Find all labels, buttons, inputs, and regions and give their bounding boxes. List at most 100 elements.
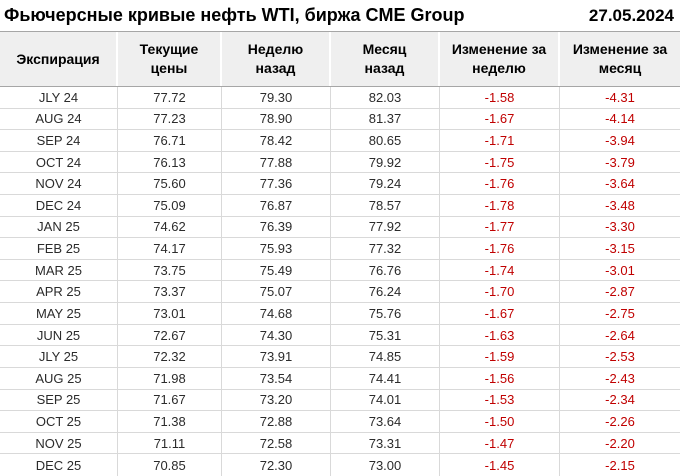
cell-expiration: NOV 25	[0, 432, 118, 454]
cell-week-ago: 79.30	[222, 87, 331, 108]
cell-week-change: -1.75	[440, 151, 560, 173]
cell-week-change: -1.76	[440, 238, 560, 259]
cell-week-change: -1.45	[440, 454, 560, 476]
cell-month-change: -2.75	[605, 305, 635, 321]
cell-current-price: 77.72	[118, 87, 222, 108]
cell-month-ago: 79.92	[331, 151, 440, 173]
cell-current-price: 71.67	[118, 389, 222, 411]
cell-expiration: APR 25	[0, 281, 118, 303]
table-header-row: Экспирация Текущие цены Неделю назад Мес…	[0, 31, 680, 87]
table-row: AUG 25 71.98 73.54 74.41 -1.56 -2.43	[0, 367, 680, 390]
cell-current-price: 76.71	[118, 130, 222, 151]
cell-week-change: -1.58	[440, 87, 560, 108]
cell-week-change: -1.74	[440, 259, 560, 281]
cell-month-change: -3.79	[605, 154, 635, 170]
table-body: JLY 24 77.72 79.30 82.03 -1.58 -4.31 AUG…	[0, 87, 680, 476]
cell-week-change: -1.70	[440, 281, 560, 303]
cell-expiration: SEP 24	[0, 130, 118, 151]
cell-expiration: JAN 25	[0, 216, 118, 238]
cell-current-price: 73.01	[118, 303, 222, 324]
cell-expiration: JLY 25	[0, 346, 118, 367]
cell-current-price: 70.85	[118, 454, 222, 476]
cell-current-price: 72.67	[118, 324, 222, 346]
table-row: OCT 24 76.13 77.88 79.92 -1.75 -3.79	[0, 151, 680, 174]
cell-week-change: -1.67	[440, 108, 560, 130]
page-title: Фьючерсные кривые нефть WTI, биржа CME G…	[4, 5, 465, 25]
cell-month-ago: 74.41	[331, 367, 440, 389]
table-row: JLY 24 77.72 79.30 82.03 -1.58 -4.31	[0, 87, 680, 109]
cell-month-change: -2.15	[605, 457, 635, 473]
table-row: MAY 25 73.01 74.68 75.76 -1.67 -2.75	[0, 303, 680, 325]
cell-month-ago: 77.92	[331, 216, 440, 238]
cell-month-change: -4.14	[605, 111, 635, 127]
table-row: NOV 25 71.11 72.58 73.31 -1.47 -2.20	[0, 432, 680, 455]
cell-week-ago: 77.36	[222, 173, 331, 195]
cell-week-ago: 72.88	[222, 411, 331, 432]
cell-week-change: -1.63	[440, 324, 560, 346]
cell-month-ago: 79.24	[331, 173, 440, 195]
cell-current-price: 76.13	[118, 151, 222, 173]
cell-current-price: 72.32	[118, 346, 222, 367]
table-row: JAN 25 74.62 76.39 77.92 -1.77 -3.30	[0, 216, 680, 239]
cell-expiration: MAR 25	[0, 259, 118, 281]
cell-week-ago: 75.93	[222, 238, 331, 259]
cell-week-change: -1.67	[440, 303, 560, 324]
table-row: NOV 24 75.60 77.36 79.24 -1.76 -3.64	[0, 173, 680, 196]
cell-expiration: DEC 24	[0, 195, 118, 216]
cell-week-ago: 72.58	[222, 432, 331, 454]
report-date: 27.05.2024	[588, 5, 674, 25]
cell-month-ago: 76.76	[331, 259, 440, 281]
header-cell-current-price: Текущие цены	[118, 32, 222, 86]
cell-expiration: SEP 25	[0, 389, 118, 411]
cell-current-price: 71.11	[118, 432, 222, 454]
cell-week-change: -1.59	[440, 346, 560, 367]
cell-current-price: 71.38	[118, 411, 222, 432]
cell-month-ago: 73.00	[331, 454, 440, 476]
cell-week-ago: 76.87	[222, 195, 331, 216]
header-cell-week-change: Изменение за неделю	[440, 32, 560, 86]
cell-week-change: -1.71	[440, 130, 560, 151]
cell-month-ago: 82.03	[331, 87, 440, 108]
cell-month-change: -2.20	[605, 435, 635, 451]
cell-week-ago: 73.54	[222, 367, 331, 389]
cell-week-ago: 72.30	[222, 454, 331, 476]
table-row: AUG 24 77.23 78.90 81.37 -1.67 -4.14	[0, 108, 680, 131]
cell-current-price: 75.60	[118, 173, 222, 195]
cell-month-ago: 81.37	[331, 108, 440, 130]
table-row: OCT 25 71.38 72.88 73.64 -1.50 -2.26	[0, 411, 680, 433]
cell-month-change: -2.34	[605, 392, 635, 408]
cell-week-ago: 75.49	[222, 259, 331, 281]
cell-month-change: -4.31	[605, 89, 635, 105]
cell-week-change: -1.47	[440, 432, 560, 454]
cell-month-ago: 74.01	[331, 389, 440, 411]
table-row: FEB 25 74.17 75.93 77.32 -1.76 -3.15	[0, 238, 680, 260]
cell-expiration: FEB 25	[0, 238, 118, 259]
cell-month-change: -3.01	[605, 262, 635, 278]
cell-month-change: -2.26	[605, 413, 635, 429]
header-cell-week-ago: Неделю назад	[222, 32, 331, 86]
cell-expiration: DEC 25	[0, 454, 118, 476]
header-cell-expiration: Экспирация	[0, 32, 118, 86]
cell-month-ago: 74.85	[331, 346, 440, 367]
cell-week-change: -1.77	[440, 216, 560, 238]
cell-week-ago: 74.68	[222, 303, 331, 324]
cell-month-change: -2.87	[605, 284, 635, 300]
header-cell-month-ago: Месяц назад	[331, 32, 440, 86]
cell-expiration: JUN 25	[0, 324, 118, 346]
table-row: DEC 24 75.09 76.87 78.57 -1.78 -3.48	[0, 195, 680, 217]
cell-month-ago: 77.32	[331, 238, 440, 259]
table-row: APR 25 73.37 75.07 76.24 -1.70 -2.87	[0, 281, 680, 304]
table-row: JLY 25 72.32 73.91 74.85 -1.59 -2.53	[0, 346, 680, 368]
table-row: SEP 25 71.67 73.20 74.01 -1.53 -2.34	[0, 389, 680, 412]
cell-month-ago: 73.64	[331, 411, 440, 432]
cell-expiration: OCT 25	[0, 411, 118, 432]
cell-expiration: JLY 24	[0, 87, 118, 108]
cell-current-price: 75.09	[118, 195, 222, 216]
cell-month-change: -2.64	[605, 327, 635, 343]
cell-week-ago: 73.20	[222, 389, 331, 411]
cell-current-price: 73.37	[118, 281, 222, 303]
cell-month-ago: 76.24	[331, 281, 440, 303]
cell-month-change: -2.53	[605, 349, 635, 365]
title-bar: Фьючерсные кривые нефть WTI, биржа CME G…	[0, 0, 680, 31]
